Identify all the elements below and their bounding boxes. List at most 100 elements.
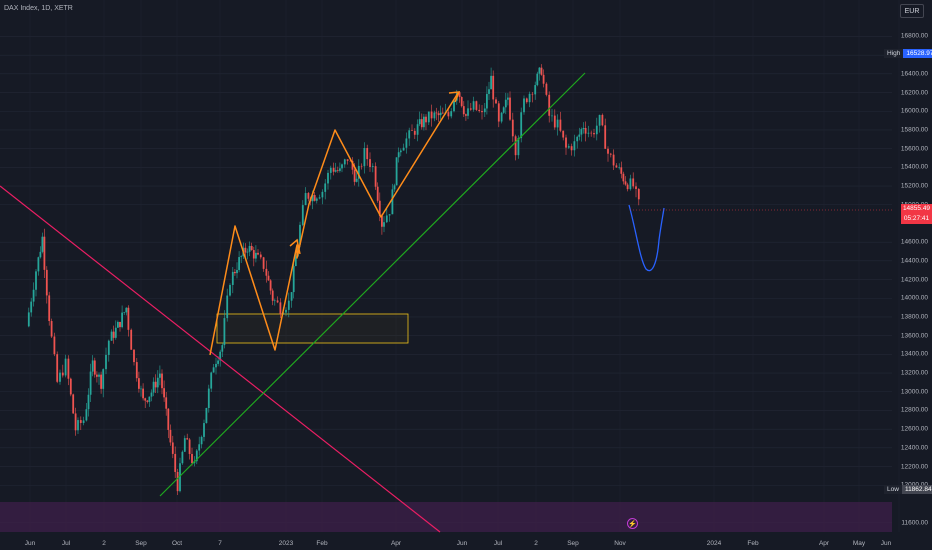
bottom-band (0, 502, 892, 532)
zigzag-pattern[interactable] (209, 92, 459, 356)
candle-body (321, 191, 324, 198)
candle-body (556, 119, 559, 128)
candle-body (435, 112, 438, 114)
candle-body (332, 167, 335, 172)
candle-body (624, 181, 627, 185)
candle-body (363, 148, 366, 167)
candle-body (475, 101, 478, 110)
candle-body (378, 200, 381, 216)
candle-body (626, 184, 629, 190)
candle-body (517, 138, 520, 156)
candle-body (123, 312, 126, 313)
candle-body (427, 111, 430, 123)
candle-body (467, 108, 469, 116)
candle-body (231, 271, 234, 285)
candle-body (346, 159, 349, 161)
lightning-icon[interactable]: ⚡ (627, 518, 638, 529)
candle-body (488, 89, 490, 94)
price-tick-label: 12800.00 (900, 406, 928, 414)
candle-body (601, 114, 604, 126)
candle-body (87, 394, 90, 410)
candle-body (437, 113, 440, 116)
candle-body (353, 169, 356, 182)
candle-body (138, 378, 140, 389)
candle-body (269, 280, 272, 291)
candle-body (453, 100, 455, 112)
candle-body (334, 170, 337, 172)
candle-body (441, 112, 444, 114)
demand-zone-box[interactable] (216, 313, 409, 344)
currency-badge[interactable]: EUR (900, 4, 924, 18)
candle-body (369, 159, 371, 167)
candle-body (67, 358, 70, 379)
symbol-title[interactable]: DAX Index, 1D, XETR (4, 5, 73, 12)
candle-body (37, 257, 40, 272)
candle-body (604, 125, 607, 149)
candle-body (142, 388, 144, 399)
uptrend-line[interactable] (159, 72, 586, 497)
candle-body (584, 127, 587, 134)
time-tick-label: Feb (316, 540, 328, 547)
price-tick-label: 14400.00 (900, 257, 928, 265)
candle-body (150, 392, 153, 397)
candle-body (423, 116, 425, 128)
candle-body (397, 152, 400, 158)
candle-body (425, 116, 427, 123)
candle-series (27, 64, 640, 496)
candle-body (43, 236, 46, 270)
candle-body (609, 153, 612, 155)
candle-body (226, 295, 229, 319)
candle-body (587, 132, 590, 134)
candle-body (395, 157, 398, 186)
candle-body (502, 107, 505, 113)
candle-body (598, 114, 601, 126)
candle-body (301, 205, 304, 225)
candle-body (511, 119, 514, 137)
price-axis[interactable]: 16800.0016600.0016400.0016200.0016000.00… (892, 0, 932, 532)
time-tick-label: Apr (390, 540, 402, 547)
candle-body (130, 329, 133, 350)
candle-body (255, 252, 257, 259)
candle-body (593, 133, 595, 135)
candle-body (490, 75, 492, 90)
price-tick-label: 13600.00 (900, 332, 928, 340)
time-tick-label: Jun (24, 540, 36, 547)
candle-body (135, 362, 138, 379)
candle-body (486, 93, 488, 109)
high-marker: High 16528.97 (884, 49, 932, 58)
candle-body (618, 167, 621, 168)
time-axis[interactable]: Jun Jul 2 Sep Oct 7 2023 Feb Apr Jun Jul 2 Sep Nov 202… (0, 532, 892, 550)
candle-body (169, 429, 172, 443)
candle-body (341, 164, 343, 169)
candle-body (144, 398, 147, 401)
downtrend-line[interactable] (0, 185, 441, 533)
candle-body (74, 413, 77, 431)
candle-body (311, 194, 314, 202)
candle-body (64, 358, 67, 376)
time-tick-label: Jul (61, 540, 71, 547)
low-marker: Low 11862.84 (884, 485, 932, 494)
candle-body (507, 97, 509, 100)
candle-body (219, 351, 222, 361)
candle-body (248, 245, 251, 252)
candle-body (551, 115, 553, 117)
price-tick-label: 13000.00 (900, 388, 928, 396)
candle-body (580, 129, 583, 135)
time-tick-label: May (852, 540, 866, 547)
candle-body (183, 438, 186, 452)
candle-body (59, 372, 61, 382)
candle-body (418, 119, 421, 125)
candle-body (200, 436, 203, 445)
candle-body (152, 381, 155, 393)
projection-curve[interactable] (628, 204, 665, 272)
candle-body (121, 312, 123, 328)
candle-body (495, 99, 497, 104)
candle-body (408, 130, 411, 139)
last-price-value: 14855.49 (902, 205, 931, 212)
candle-body (107, 340, 110, 355)
candle-body (229, 284, 231, 296)
candle-body (385, 215, 388, 223)
candle-body (318, 197, 321, 199)
